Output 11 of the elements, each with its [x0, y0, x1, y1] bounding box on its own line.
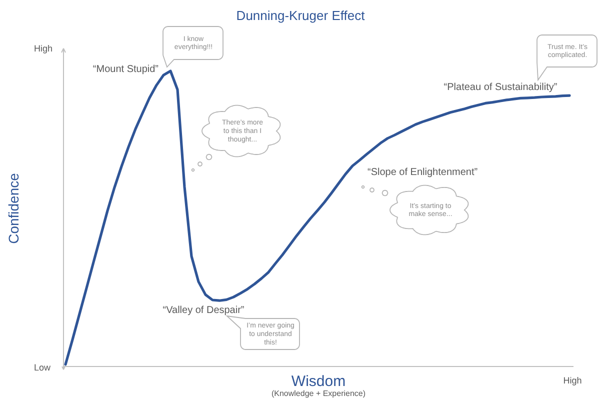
- text: (Knowledge + Experience): [271, 389, 366, 398]
- x-axis-title: Wisdom: [291, 373, 346, 390]
- y-axis-title: Confidence: [6, 172, 22, 244]
- chart-title: Dunning-Kruger Effect: [236, 8, 366, 23]
- text: High: [563, 376, 582, 386]
- annotation: “Slope of Enlightenment”: [368, 167, 478, 178]
- text: Low: [34, 362, 51, 372]
- annotation: “Mount Stupid”: [92, 64, 159, 75]
- annotation: “Plateau of Sustainability”: [444, 82, 558, 93]
- text: High: [34, 44, 53, 54]
- annotation: “Valley of Despair”: [162, 305, 244, 316]
